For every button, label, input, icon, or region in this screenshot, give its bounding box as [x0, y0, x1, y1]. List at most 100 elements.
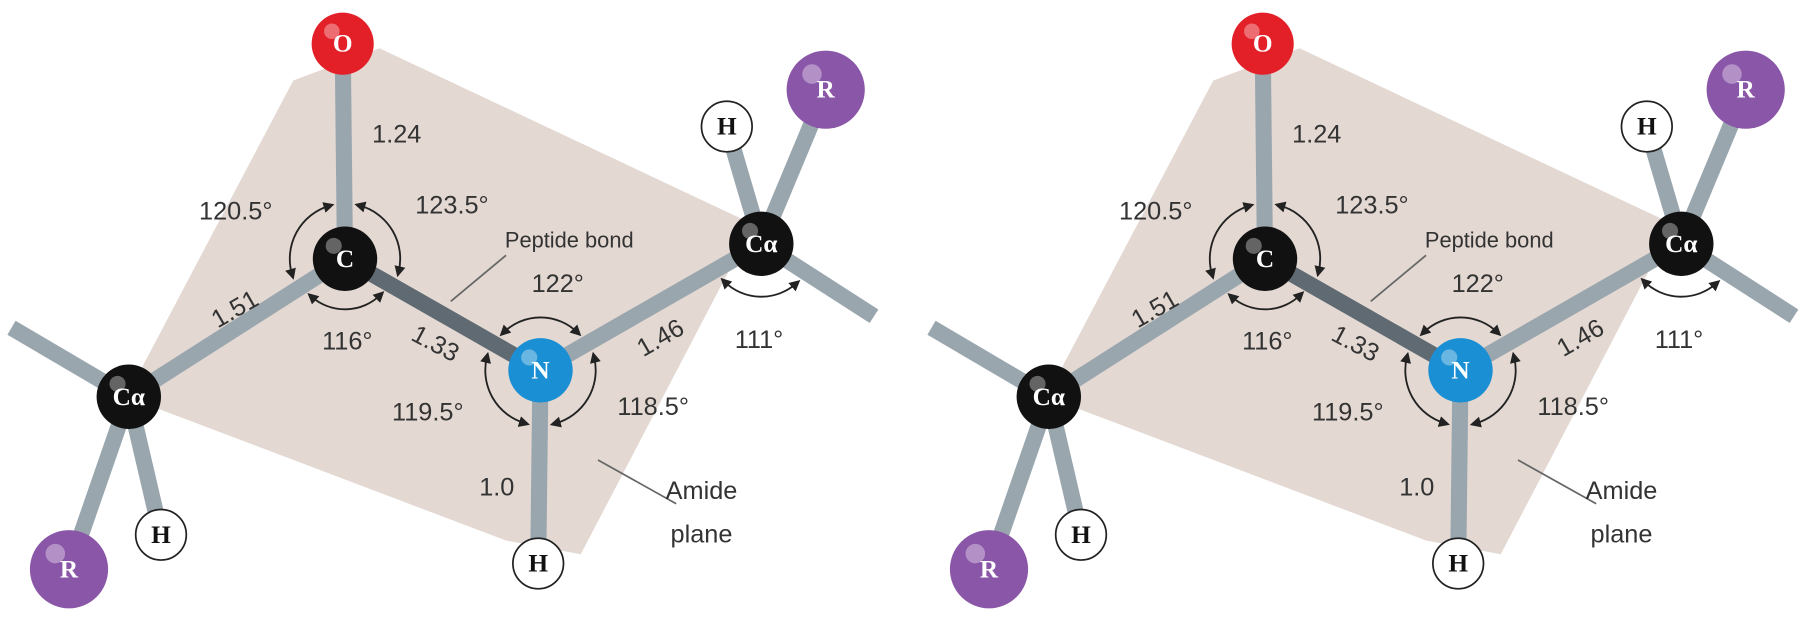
- atom-label: Cα: [1033, 383, 1065, 411]
- atom-label: Cα: [745, 230, 777, 258]
- atom-highlight: [521, 349, 538, 366]
- angle-arc: [307, 291, 385, 311]
- bond-angle: 116°: [322, 327, 372, 355]
- peptide-bond: [341, 251, 545, 378]
- atom-highlight: [324, 23, 340, 40]
- bond-length: 1.24: [372, 120, 421, 148]
- bond-angle: 122°: [1452, 270, 1504, 298]
- atom-label: N: [1451, 356, 1469, 384]
- atom: [1428, 338, 1493, 403]
- angle-arc: [1469, 351, 1521, 428]
- atom: [29, 530, 109, 609]
- atom-label: H: [1637, 113, 1657, 141]
- atom: [312, 226, 378, 291]
- annotation: Amide: [666, 477, 738, 505]
- atom-highlight: [1722, 64, 1742, 84]
- bond-length: 1.0: [479, 473, 514, 501]
- annotation: Peptide bond: [1425, 227, 1554, 252]
- atom-label: H: [717, 113, 737, 141]
- amide-plane: [1046, 48, 1674, 555]
- leader-line: [1517, 459, 1597, 505]
- angle-arc: [1640, 277, 1721, 298]
- bond: [334, 43, 354, 259]
- atom: [1706, 50, 1785, 129]
- bond-angle: 120.5°: [199, 197, 272, 225]
- leader-line: [597, 459, 677, 505]
- atom-highlight: [325, 237, 342, 254]
- angle-arc: [1205, 202, 1255, 280]
- angle-arc: [285, 202, 335, 280]
- bond: [530, 370, 549, 564]
- atom: [1432, 537, 1485, 590]
- bond-angle: 116°: [1242, 327, 1292, 355]
- atom-label: C: [336, 245, 354, 273]
- annotation: Amide: [1586, 477, 1658, 505]
- amide-plane: [126, 48, 754, 555]
- atom: [1620, 100, 1673, 153]
- bond: [1456, 236, 1686, 378]
- atom-label: N: [531, 356, 549, 384]
- atom: [1016, 364, 1081, 429]
- angle-arc: [1274, 201, 1326, 278]
- atom: [786, 50, 865, 129]
- atom: [1649, 211, 1714, 276]
- atom: [96, 364, 161, 429]
- atom-highlight: [45, 543, 66, 564]
- angle-arc: [549, 351, 601, 428]
- atom-highlight: [1245, 237, 1262, 254]
- bond-angle: 111°: [1655, 326, 1704, 354]
- bond-angle: 111°: [735, 326, 784, 354]
- bond-angle: 119.5°: [392, 399, 464, 427]
- atom-highlight: [1661, 222, 1679, 239]
- peptide-bond: [1261, 251, 1465, 378]
- angle-arc: [354, 201, 406, 278]
- angle-arc: [499, 316, 582, 337]
- atom: [1054, 508, 1108, 561]
- annotation: Peptide bond: [505, 227, 634, 252]
- atom-label: H: [151, 521, 171, 549]
- bond: [536, 236, 766, 378]
- atom: [1232, 226, 1298, 291]
- bond-angle: 119.5°: [1312, 399, 1384, 427]
- atom-highlight: [1029, 375, 1046, 392]
- atom-highlight: [965, 543, 986, 564]
- annotation: plane: [671, 521, 733, 549]
- atom: [949, 530, 1029, 609]
- atom-label: H: [1071, 521, 1091, 549]
- atom-highlight: [1244, 23, 1260, 40]
- bond-angle: 120.5°: [1119, 197, 1192, 225]
- atom-label: H: [1448, 550, 1468, 578]
- atom: [700, 100, 753, 153]
- bond-angle: 118.5°: [617, 393, 689, 421]
- atom: [512, 537, 565, 590]
- annotation: plane: [1591, 521, 1653, 549]
- atom-label: Cα: [113, 383, 145, 411]
- angle-arc: [720, 277, 801, 298]
- atom-label: H: [528, 550, 548, 578]
- atom-highlight: [109, 375, 126, 392]
- bond-angle: 118.5°: [1537, 393, 1609, 421]
- bond: [1254, 43, 1274, 259]
- leader-line: [450, 254, 507, 302]
- leader-line: [1370, 254, 1427, 302]
- atom: [311, 12, 374, 75]
- atom-label: O: [333, 30, 353, 58]
- atom-highlight: [741, 222, 759, 239]
- bond-length: 1.0: [1399, 473, 1434, 501]
- atom-label: O: [1253, 30, 1273, 58]
- atom: [134, 508, 188, 561]
- atom: [729, 211, 794, 276]
- atom-label: R: [1737, 76, 1756, 104]
- bond-length: 1.24: [1292, 120, 1341, 148]
- atom-label: C: [1256, 245, 1274, 273]
- bond-angle: 123.5°: [415, 192, 488, 220]
- bond: [1044, 251, 1270, 404]
- angle-arc: [480, 351, 530, 427]
- atom-label: R: [60, 555, 79, 583]
- angle-arc: [1227, 291, 1305, 311]
- atom-highlight: [1441, 349, 1458, 366]
- angle-arc: [1400, 351, 1450, 427]
